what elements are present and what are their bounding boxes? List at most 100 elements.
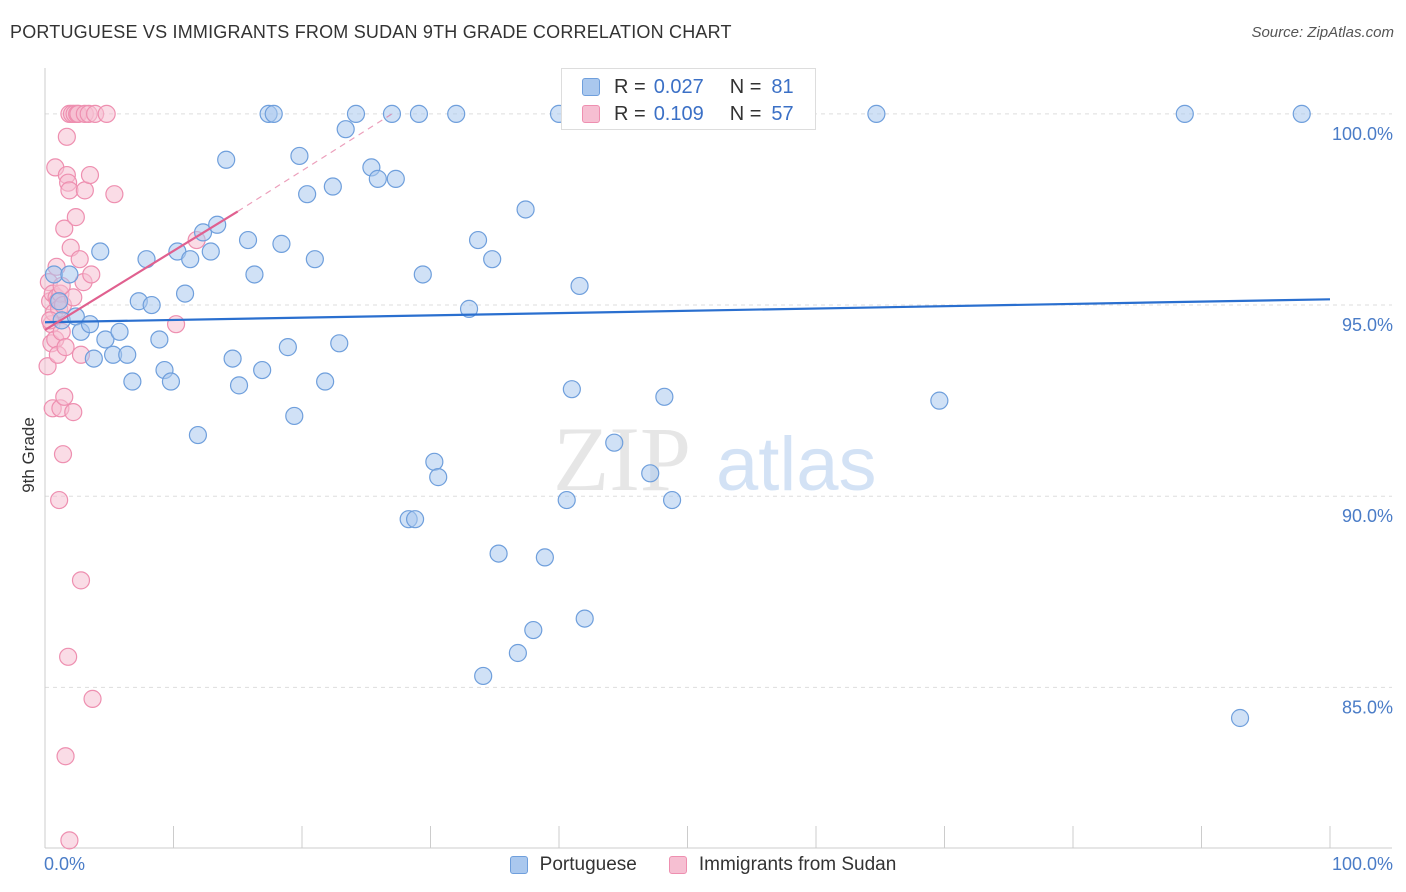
- sudan-point: [60, 831, 79, 850]
- portuguese-point: [229, 376, 249, 395]
- n-value: 57: [771, 102, 794, 125]
- portuguese-point: [425, 452, 444, 471]
- sudan-point: [55, 387, 74, 406]
- sudan-point: [83, 689, 102, 708]
- portuguese-point: [96, 330, 115, 349]
- portuguese-point: [316, 372, 335, 391]
- source-label: Source: ZipAtlas.com: [1251, 24, 1394, 41]
- sudan-point: [56, 747, 75, 766]
- portuguese-point: [575, 609, 594, 628]
- portuguese-point: [662, 490, 682, 510]
- portuguese-point: [181, 250, 200, 269]
- blue-swatch: [582, 78, 600, 96]
- portuguese-point: [1292, 104, 1311, 123]
- grid-lines: [45, 113, 1392, 688]
- portuguese-point: [1175, 104, 1194, 123]
- portuguese-point: [930, 391, 949, 410]
- sudan-point: [53, 445, 73, 464]
- portuguese-point: [386, 169, 405, 188]
- r-label: R =: [614, 75, 646, 98]
- legend-item-sudan[interactable]: Immigrants from Sudan: [668, 854, 897, 876]
- sudan-point: [64, 403, 83, 422]
- portuguese-point: [285, 406, 304, 426]
- portuguese-point: [459, 299, 479, 318]
- portuguese-point: [84, 349, 103, 368]
- portuguese-point: [516, 200, 535, 219]
- sudan-trend-line: [44, 210, 239, 331]
- blue-swatch: [509, 856, 528, 874]
- sudan-point: [55, 219, 74, 238]
- portuguese-point: [346, 104, 366, 123]
- legend-item-portuguese[interactable]: Portuguese: [509, 854, 637, 876]
- portuguese-point: [1230, 708, 1250, 728]
- axes: [44, 68, 1392, 849]
- portuguese-point: [330, 334, 349, 353]
- sudan-point: [97, 104, 116, 123]
- portuguese-point: [223, 349, 242, 368]
- n-label: N =: [729, 75, 762, 98]
- portuguese-point: [290, 146, 309, 166]
- sudan-point: [166, 315, 186, 334]
- sudan-point: [70, 250, 89, 269]
- portuguese-point: [44, 265, 64, 284]
- portuguese-point: [605, 433, 624, 452]
- portuguese-point: [217, 150, 236, 169]
- portuguese-point: [468, 230, 488, 250]
- portuguese-point: [405, 510, 425, 529]
- portuguese-point: [91, 242, 110, 261]
- legend-label: Immigrants from Sudan: [698, 854, 897, 875]
- portuguese-point: [110, 322, 129, 341]
- portuguese-point: [161, 372, 181, 391]
- stats-row-portuguese: R = 0.027 N = 81: [582, 75, 794, 99]
- y-tick-label: 90.0%: [1342, 506, 1393, 526]
- y-tick-label: 100.0%: [1332, 124, 1393, 144]
- portuguese-point: [524, 620, 543, 640]
- watermark-atlas: atlas: [716, 422, 877, 507]
- sudan-point: [50, 490, 69, 510]
- portuguese-point: [429, 468, 448, 487]
- sudan-point: [57, 127, 76, 146]
- portuguese-point: [142, 295, 161, 315]
- portuguese-point: [474, 666, 493, 686]
- portuguese-point: [201, 242, 220, 261]
- portuguese-point: [562, 380, 581, 399]
- portuguese-point: [483, 250, 502, 269]
- portuguese-point: [489, 544, 508, 563]
- sudan-point: [71, 571, 91, 590]
- portuguese-point: [655, 387, 674, 406]
- stats-legend: R = 0.027 N = 81 R = 0.109 N = 57: [561, 68, 816, 130]
- sudan-points: [38, 104, 206, 850]
- r-value: 0.109: [653, 102, 704, 125]
- trend-lines: [44, 113, 1331, 331]
- tick-labels: 85.0% 90.0% 95.0% 100.0% 0.0% 100.0%: [44, 124, 1393, 874]
- portuguese-point: [382, 104, 402, 123]
- portuguese-point: [570, 276, 589, 296]
- sudan-point: [75, 181, 94, 200]
- sudan-point: [80, 165, 100, 185]
- sudan-point: [38, 357, 57, 376]
- portuguese-point: [323, 177, 342, 196]
- portuguese-point: [253, 360, 272, 380]
- pink-swatch: [582, 105, 600, 123]
- y-tick-label: 85.0%: [1342, 697, 1393, 717]
- portuguese-point: [80, 315, 100, 334]
- portuguese-point: [272, 234, 291, 253]
- sudan-point: [82, 265, 101, 284]
- sudan-point: [56, 338, 75, 357]
- sudan-point: [66, 208, 85, 227]
- y-tick-label: 95.0%: [1342, 315, 1393, 335]
- portuguese-point: [447, 104, 466, 123]
- portuguese-point: [123, 372, 142, 391]
- portuguese-point: [368, 169, 387, 188]
- portuguese-point: [150, 330, 169, 349]
- n-label: N =: [729, 102, 762, 125]
- chart-title: PORTUGUESE VS IMMIGRANTS FROM SUDAN 9TH …: [10, 22, 732, 42]
- portuguese-point: [641, 464, 660, 483]
- watermark: ZIP atlas: [553, 408, 877, 510]
- portuguese-point: [278, 338, 297, 357]
- legend-label: Portuguese: [539, 854, 637, 875]
- r-label: R =: [614, 102, 646, 125]
- n-value: 81: [771, 75, 794, 98]
- portuguese-point: [60, 265, 79, 284]
- stats-row-sudan: R = 0.109 N = 57: [582, 102, 794, 126]
